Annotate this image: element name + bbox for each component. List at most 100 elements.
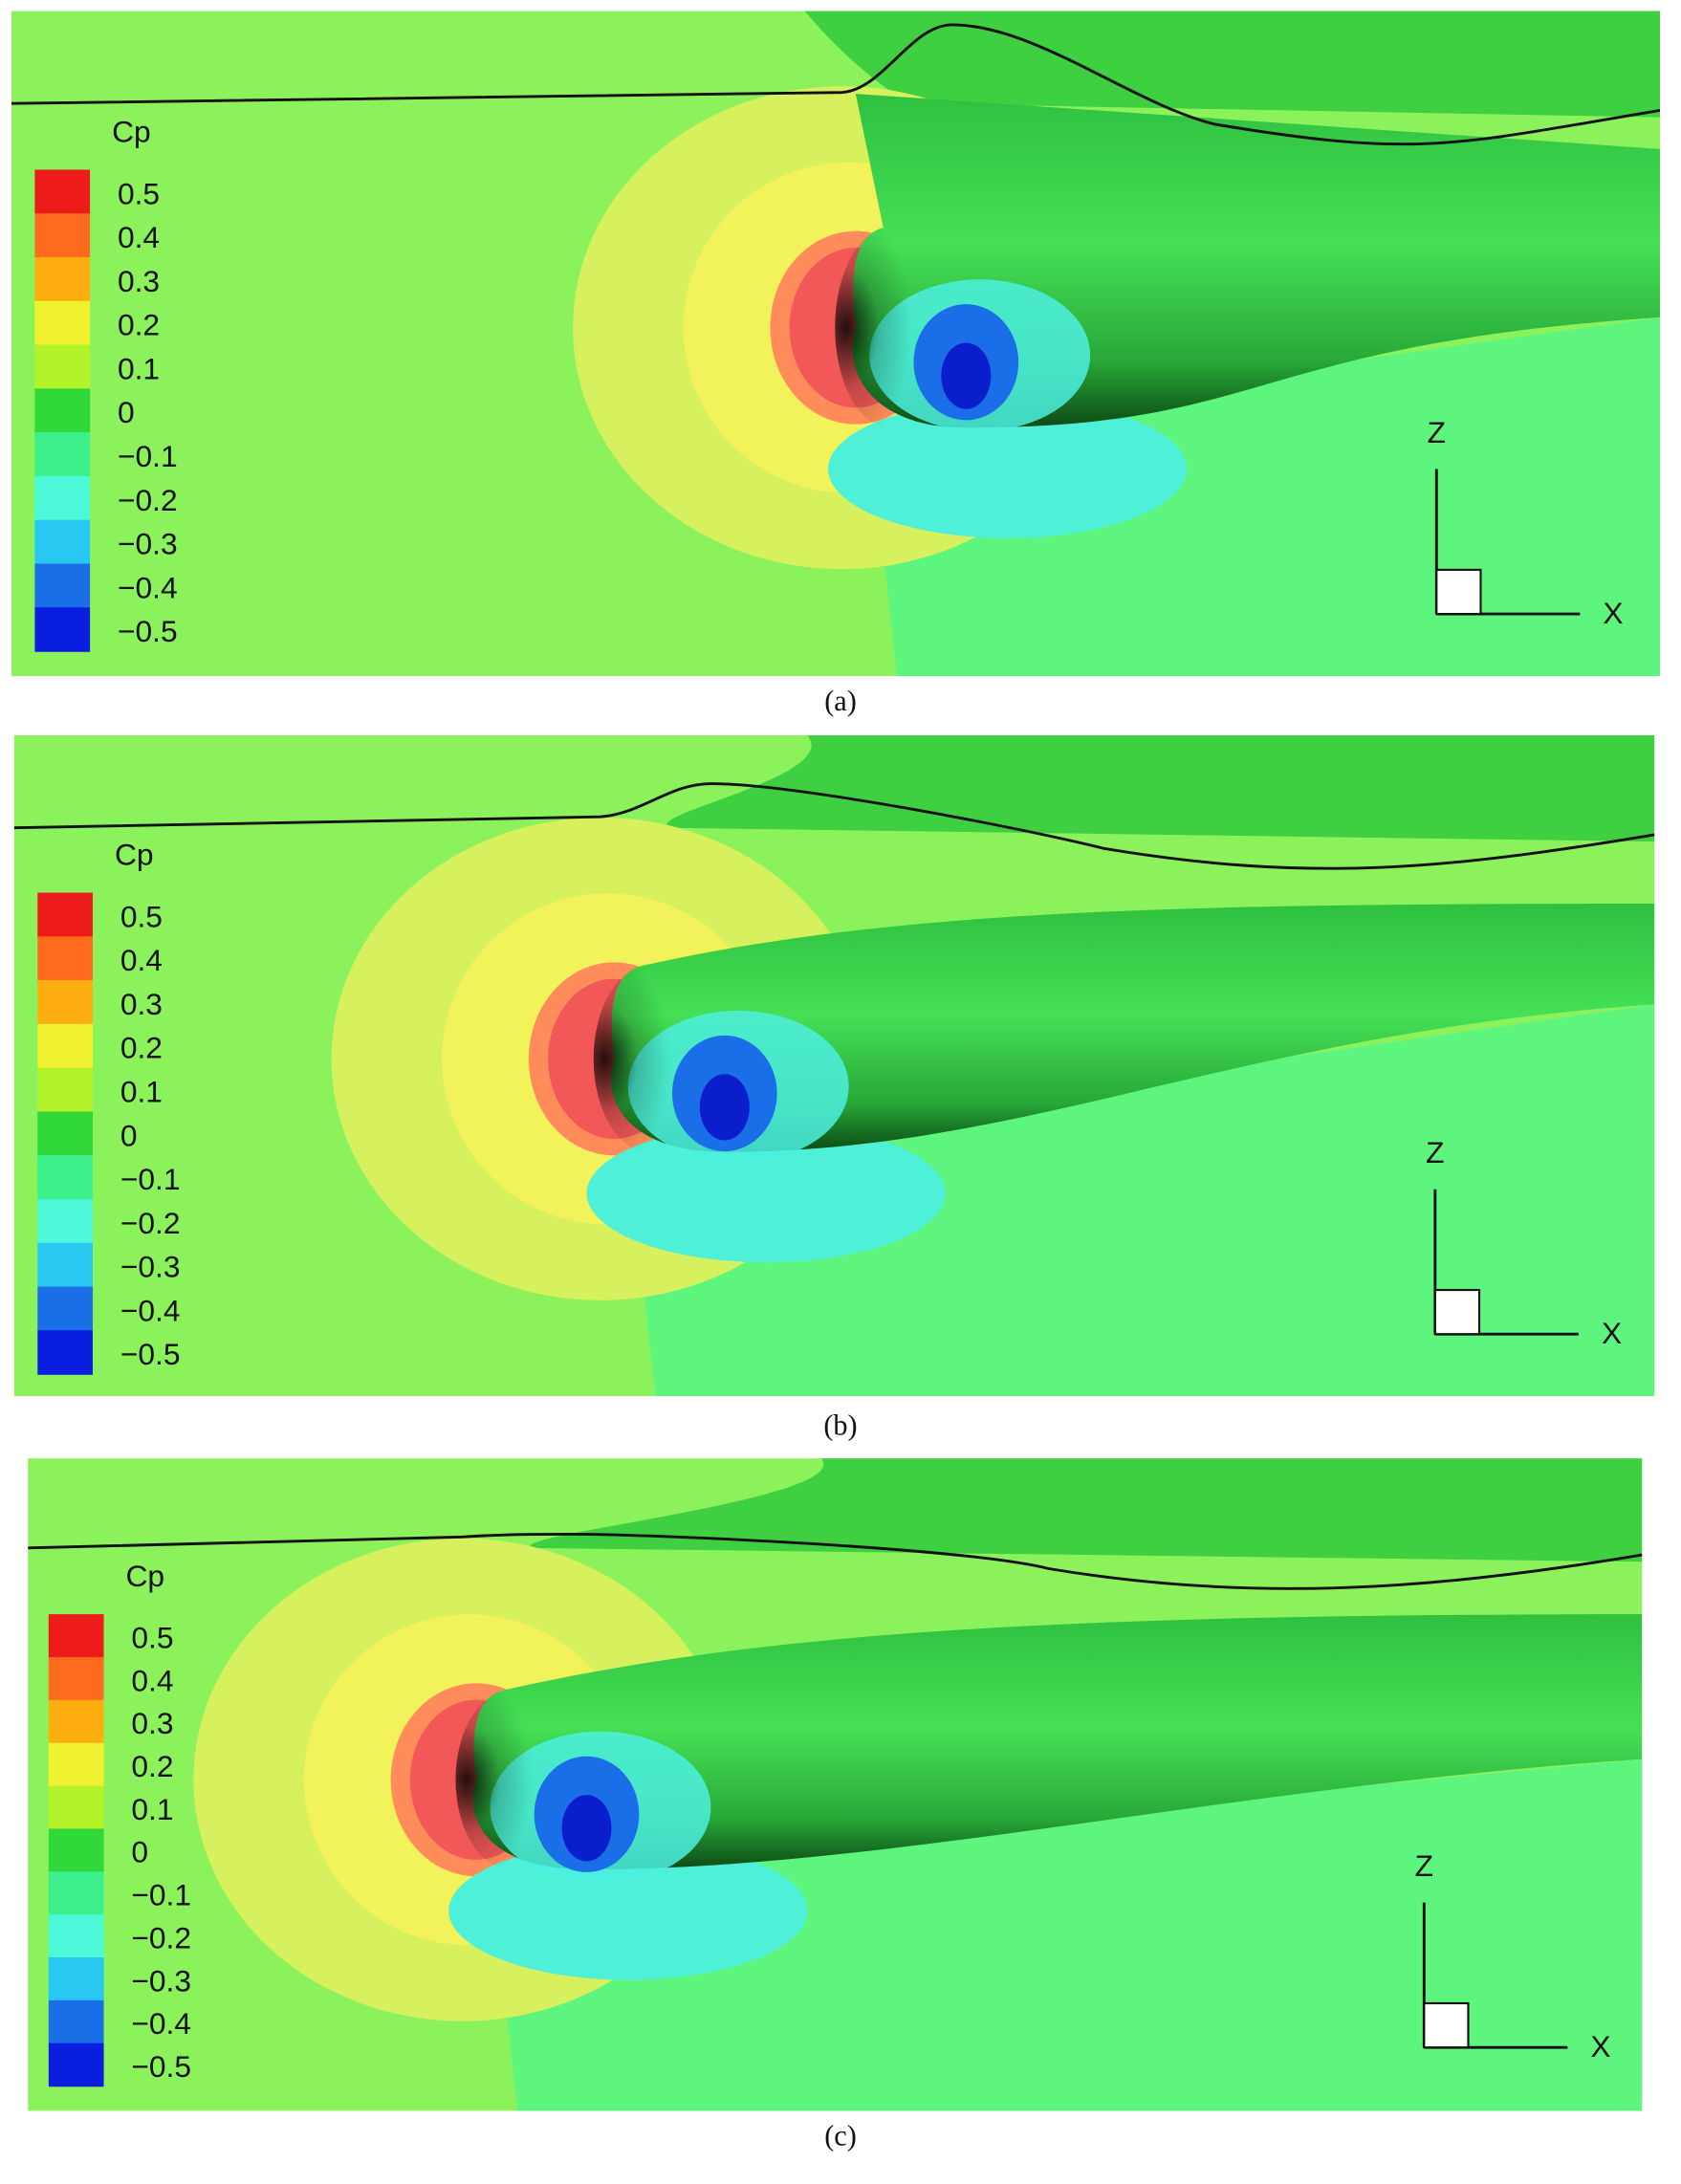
axis-z-label: Z [1415, 1848, 1433, 1883]
nose-shade [835, 228, 946, 428]
legend-swatch [34, 257, 91, 302]
legend-label: 0.3 [120, 987, 163, 1021]
hull [610, 904, 1655, 1152]
hull [472, 1614, 1643, 1870]
hull-darkblue [561, 1795, 612, 1862]
free-surface [28, 1532, 1643, 1590]
axis-z-label: Z [1426, 1135, 1444, 1169]
legend-label: 0 [120, 1118, 138, 1152]
legend-swatch [34, 432, 91, 477]
legend-swatch [34, 344, 91, 390]
panel [28, 1458, 1643, 2111]
legend-label: 0.1 [131, 1792, 173, 1826]
legend-label: 0.1 [120, 1074, 163, 1108]
legend-title: Cp [112, 114, 151, 148]
legend-label: 0.4 [118, 220, 160, 254]
legend-label: −0.1 [131, 1878, 191, 1912]
axis-x-label: X [1602, 1316, 1622, 1350]
legend-label: 0.3 [131, 1706, 173, 1740]
legend-label: −0.5 [131, 2049, 191, 2084]
legend-label: −0.2 [118, 483, 178, 517]
legend-label: 0.4 [120, 943, 163, 977]
caption: (a) [824, 685, 857, 717]
legend-swatch [37, 980, 93, 1025]
legend-swatch [34, 563, 91, 608]
legend-label: −0.1 [120, 1162, 181, 1196]
axis-box [1423, 2001, 1470, 2049]
legend-swatch [37, 1067, 93, 1113]
upper-region [666, 735, 1655, 842]
legend-label: 0.2 [131, 1749, 173, 1783]
contour-cyan [448, 1842, 808, 1980]
legend-swatch [48, 1871, 104, 1915]
legend-swatch [48, 1614, 104, 1658]
nose-shade [455, 1690, 566, 1870]
legend-label: −0.2 [131, 1920, 191, 1955]
legend-swatch [48, 1828, 104, 1872]
contour-cyan [586, 1124, 946, 1263]
axis-x-label: X [1603, 596, 1623, 630]
contour-cyan [828, 400, 1188, 538]
legend-title: Cp [126, 1559, 165, 1593]
legend-label: 0.2 [120, 1031, 163, 1065]
legend-swatch [37, 1023, 93, 1069]
upper-region [530, 1458, 1643, 1562]
axis-box [1433, 1288, 1481, 1336]
legend-swatch [37, 1242, 93, 1288]
legend-label: 0 [118, 395, 135, 429]
legend-swatch [48, 1656, 104, 1701]
legend-swatch [48, 1914, 104, 1958]
legend-label: −0.2 [120, 1206, 181, 1240]
panel [11, 11, 1661, 676]
legend-swatch [37, 892, 93, 938]
axis-box [1435, 568, 1482, 616]
legend-label: −0.4 [118, 570, 178, 604]
legend-swatch [48, 1999, 104, 2044]
free-surface [11, 23, 1661, 146]
legend-swatch [37, 936, 93, 981]
legend-label: −0.1 [118, 439, 178, 473]
legend-swatch [37, 1111, 93, 1156]
axis-x-label: X [1590, 2029, 1610, 2064]
wake-region [627, 1004, 1655, 1397]
legend-swatch [48, 1956, 104, 2001]
legend-label: −0.5 [120, 1337, 181, 1371]
axis-z-label: Z [1428, 415, 1446, 449]
legend-label: 0 [131, 1835, 148, 1869]
legend-label: −0.3 [120, 1250, 181, 1284]
legend-swatch [48, 1785, 104, 1830]
legend-swatch [48, 1742, 104, 1787]
caption: (b) [823, 1409, 857, 1441]
legend-swatch [34, 213, 91, 258]
legend-swatch [48, 1699, 104, 1744]
legend-swatch [48, 2042, 104, 2087]
legend-label: 0.1 [118, 351, 160, 385]
legend-swatch [34, 388, 91, 433]
hull-darkblue [941, 342, 992, 409]
legend-title: Cp [115, 837, 154, 871]
legend-swatch [34, 169, 91, 214]
legend-swatch [34, 475, 91, 521]
legend-label: −0.4 [120, 1293, 181, 1327]
caption: (c) [824, 2119, 857, 2151]
legend-label: 0.4 [131, 1663, 173, 1697]
legend-swatch [37, 1198, 93, 1244]
legend-label: 0.5 [118, 176, 160, 210]
hull-darkblue [699, 1074, 750, 1141]
legend-swatch [37, 1155, 93, 1200]
legend-label: 0.3 [118, 264, 160, 298]
legend-label: 0.2 [118, 308, 160, 342]
legend-swatch [34, 607, 91, 652]
legend-swatch [34, 519, 91, 565]
legend-label: −0.3 [118, 527, 178, 561]
free-surface [13, 782, 1655, 870]
legend-swatch [34, 300, 91, 346]
panel [13, 735, 1655, 1397]
legend-swatch [37, 1286, 93, 1332]
legend-swatch [37, 1330, 93, 1375]
legend-label: −0.4 [131, 2006, 191, 2041]
legend-label: −0.5 [118, 614, 178, 648]
legend-label: 0.5 [120, 899, 163, 933]
